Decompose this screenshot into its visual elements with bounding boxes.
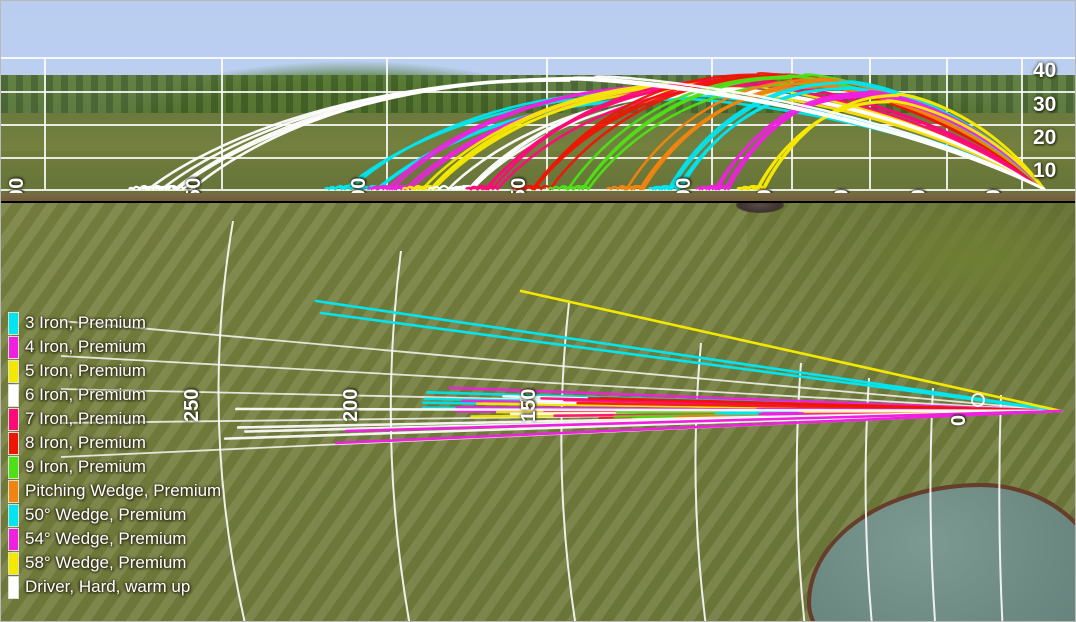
putting-green	[797, 203, 1075, 323]
legend-item-label: Driver, Hard, warm up	[25, 577, 191, 596]
ball-roll-path	[324, 184, 346, 191]
legend-item-label: 54° Wedge, Premium	[25, 529, 187, 548]
legend-color-swatch	[9, 456, 18, 478]
ball-roll-path	[410, 184, 432, 191]
trajectory-path	[147, 77, 1046, 191]
ball-roll-path	[656, 184, 679, 191]
grid-line-horizontal	[1, 91, 1075, 93]
legend-color-swatch	[9, 552, 18, 574]
legend-color-swatch	[9, 408, 18, 430]
legend-row[interactable]: 7 Iron, Premium	[9, 407, 221, 431]
legend-row[interactable]: 54° Wedge, Premium	[9, 527, 221, 551]
ball-roll-path	[606, 184, 628, 191]
legend-item-label: 8 Iron, Premium	[25, 433, 146, 452]
legend-color-swatch	[9, 528, 18, 550]
distance-arc	[929, 387, 936, 621]
panel-divider-dirt	[1, 193, 1075, 201]
legend-color-swatch	[9, 360, 18, 382]
legend-row[interactable]: Pitching Wedge, Premium	[9, 479, 221, 503]
grid-line-horizontal	[1, 57, 1075, 59]
legend-color-swatch	[9, 480, 18, 502]
legend-color-swatch	[9, 312, 18, 334]
club-legend[interactable]: 3 Iron, Premium 4 Iron, Premium 5 Iron, Pr…	[9, 311, 221, 599]
greenside-bunker	[736, 203, 784, 213]
trajectory-profile-panel[interactable]: 300 250 200 150 100 80 60 40 20 40 30 20…	[1, 1, 1075, 201]
legend-row[interactable]: 8 Iron, Premium	[9, 431, 221, 455]
ball-roll-path	[128, 184, 150, 191]
grid-line-horizontal	[1, 124, 1075, 126]
legend-row[interactable]: 4 Iron, Premium	[9, 335, 221, 359]
grid-line-horizontal	[1, 157, 1075, 159]
distance-arc	[389, 250, 411, 621]
trajectory-path	[638, 83, 1046, 191]
distance-arc	[560, 302, 577, 621]
shot-dispersion-plan-panel[interactable]: 250 200 150 0 3 Iron, Premium 4 Iron, Pre…	[1, 203, 1075, 621]
legend-row[interactable]: 58° Wedge, Premium	[9, 551, 221, 575]
shot-line-outlier	[314, 299, 1063, 413]
shot-line-outlier	[344, 409, 1063, 433]
legend-item-label: 5 Iron, Premium	[25, 361, 146, 380]
legend-row[interactable]: 3 Iron, Premium	[9, 311, 221, 335]
grid-line-vertical	[1021, 57, 1023, 189]
legend-row[interactable]: 9 Iron, Premium	[9, 455, 221, 479]
grid-line-vertical	[221, 57, 223, 189]
aim-guide-line	[60, 355, 1062, 412]
legend-color-swatch	[9, 504, 18, 526]
distance-arc	[694, 342, 707, 621]
dispersion-lines	[60, 220, 1063, 621]
ball-roll-path	[427, 184, 450, 191]
ball-roll-path	[547, 184, 570, 191]
grid-line-vertical	[44, 57, 46, 189]
grid-line-vertical	[711, 57, 713, 189]
ball-roll-path	[736, 184, 758, 191]
legend-row[interactable]: 6 Iron, Premium	[9, 383, 221, 407]
ball-roll-path	[451, 184, 474, 191]
ball-roll-path	[512, 184, 534, 191]
trajectory-path	[755, 99, 1046, 191]
grid-line-vertical	[386, 57, 388, 189]
legend-color-swatch	[9, 576, 18, 598]
legend-item-label: 58° Wedge, Premium	[25, 553, 187, 572]
ball-roll-path	[704, 184, 726, 191]
legend-item-label: 50° Wedge, Premium	[25, 505, 187, 524]
trajectory-curves	[128, 72, 1046, 191]
grid-line-ground	[1, 189, 1075, 191]
trajectory-path	[761, 93, 1046, 191]
legend-color-swatch	[9, 336, 18, 358]
shot-line-outlier	[334, 409, 1063, 445]
ball-roll-path	[472, 184, 494, 191]
legend-row[interactable]: Driver, Hard, warm up	[9, 575, 221, 599]
ball-roll-path	[366, 184, 389, 191]
shot-line	[235, 407, 1063, 413]
ball-roll-path	[619, 184, 642, 191]
shot-line-outlier	[319, 311, 1063, 413]
legend-color-swatch	[9, 384, 18, 406]
legend-item-label: 7 Iron, Premium	[25, 409, 146, 428]
distance-arc	[998, 394, 1004, 621]
shot-line-outlier	[519, 289, 1063, 413]
legend-item-label: 3 Iron, Premium	[25, 313, 146, 332]
legend-row[interactable]: 50° Wedge, Premium	[9, 503, 221, 527]
grid-line-vertical	[546, 57, 548, 189]
legend-item-label: Pitching Wedge, Premium	[25, 481, 222, 500]
legend-row[interactable]: 5 Iron, Premium	[9, 359, 221, 383]
grid-line-vertical	[791, 57, 793, 189]
legend-item-label: 4 Iron, Premium	[25, 337, 146, 356]
pin-marker	[971, 393, 985, 407]
legend-color-swatch	[9, 432, 18, 454]
aim-guide-line	[60, 320, 1062, 412]
ball-roll-path	[357, 184, 380, 191]
legend-item-label: 9 Iron, Premium	[25, 457, 146, 476]
legend-item-label: 6 Iron, Premium	[25, 385, 146, 404]
